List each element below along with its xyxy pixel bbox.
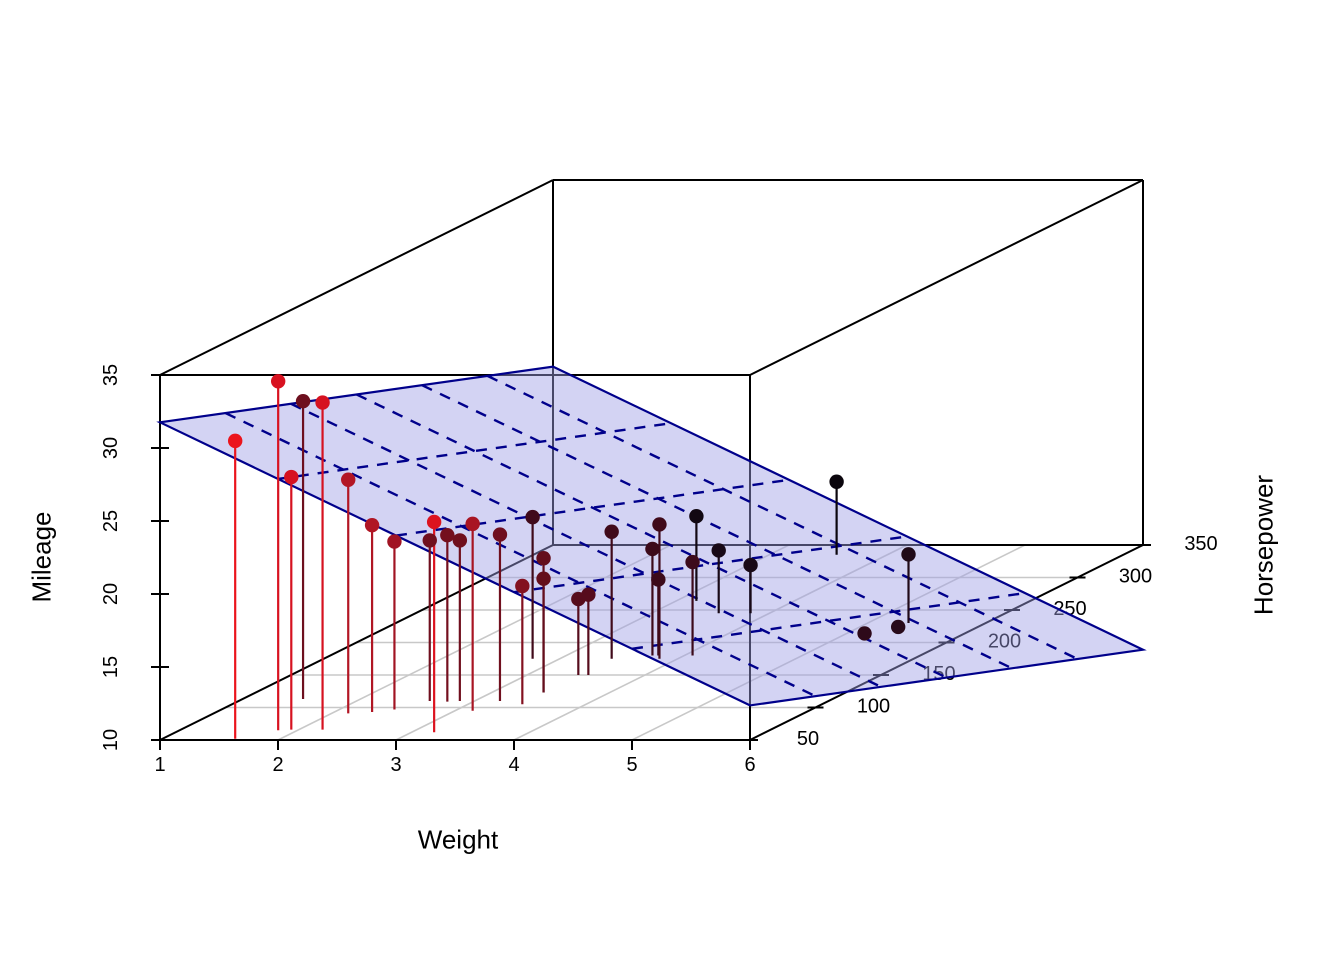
horsepower-tick-label: 50	[797, 728, 819, 750]
box-edge	[749, 179, 1144, 376]
plane-grid-line-horsepower	[421, 384, 1013, 670]
data-point	[492, 527, 508, 542]
weight-tick-label: 5	[626, 754, 637, 776]
box-edge	[159, 179, 554, 376]
data-point	[440, 528, 455, 543]
data-point	[652, 517, 667, 532]
mileage-axis-title: Mileage	[26, 511, 57, 603]
floor-grid-line-weight	[631, 544, 1026, 741]
plane-grid-line-horsepower	[486, 374, 1079, 661]
horsepower-tick-label: 250	[1053, 598, 1086, 620]
weight-tick-label: 6	[744, 754, 755, 776]
data-point	[890, 619, 906, 635]
mileage-tick-label: 35	[100, 364, 122, 386]
mileage-tick-label: 20	[100, 583, 122, 605]
weight-tick-label: 1	[154, 754, 165, 776]
data-point	[536, 551, 551, 566]
data-point	[452, 533, 468, 548]
data-point	[387, 534, 402, 549]
data-point	[295, 394, 311, 409]
plane-grid-line-horsepower	[355, 393, 948, 679]
box-edge	[159, 544, 554, 741]
data-point	[426, 514, 442, 530]
horsepower-tick-label: 350	[1184, 533, 1217, 555]
data-point	[685, 554, 700, 570]
horsepower-axis-title: Horsepower	[1248, 474, 1279, 616]
horsepower-tick-label: 100	[857, 696, 890, 718]
data-point	[743, 557, 758, 573]
plane-grid-line-horsepower	[224, 411, 817, 698]
weight-tick-label: 4	[508, 754, 519, 776]
data-point	[571, 591, 586, 607]
data-point	[829, 474, 844, 489]
floor-grid-line-weight	[513, 544, 908, 741]
horsepower-tick-label: 200	[988, 631, 1021, 653]
mileage-tick-label: 15	[100, 656, 122, 678]
plane-grid-line-horsepower	[290, 402, 882, 688]
data-point	[341, 472, 356, 487]
data-point	[711, 543, 726, 558]
floor-grid-line-weight	[395, 544, 790, 741]
data-point	[270, 374, 286, 389]
mileage-tick-label: 10	[100, 729, 122, 751]
weight-tick-label: 3	[390, 754, 401, 776]
data-point	[536, 571, 551, 586]
floor-grid-line-weight	[277, 544, 672, 741]
data-point	[465, 516, 480, 532]
data-point	[645, 541, 660, 557]
weight-tick-label: 2	[272, 754, 283, 776]
weight-axis-title: Weight	[417, 824, 499, 855]
data-point	[901, 547, 916, 562]
data-point	[284, 469, 299, 485]
data-point	[689, 509, 704, 524]
mileage-tick-label: 25	[100, 510, 122, 532]
data-point	[515, 578, 530, 594]
plane-grid-line-weight	[513, 535, 908, 594]
data-point	[227, 433, 243, 449]
data-point	[315, 395, 330, 410]
horsepower-tick-label: 300	[1119, 566, 1152, 588]
data-point	[857, 626, 872, 641]
data-point	[364, 517, 380, 533]
data-point	[651, 572, 666, 587]
data-point	[422, 533, 437, 548]
mileage-tick-label: 30	[100, 437, 122, 459]
data-point	[604, 524, 619, 539]
data-point	[525, 509, 540, 525]
